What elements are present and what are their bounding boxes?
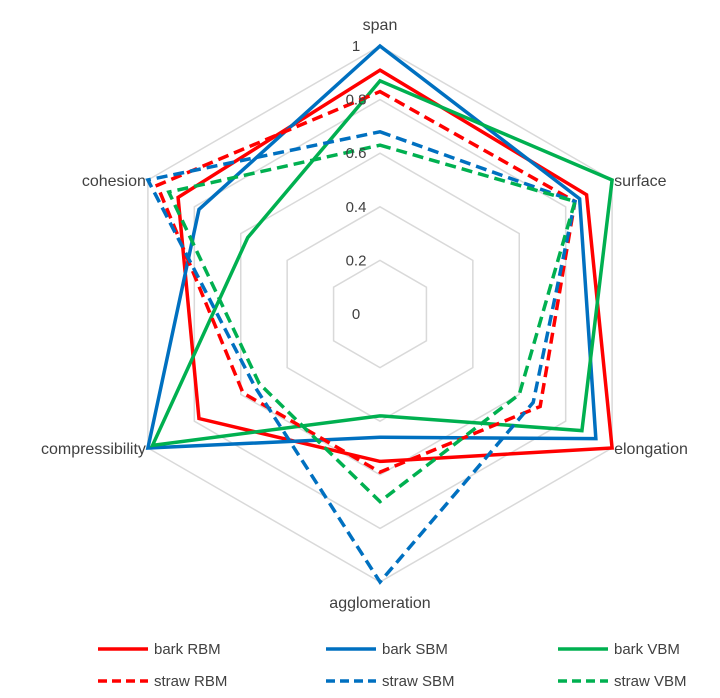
- axis-labels: span surface elongation agglomeration compre…: [41, 17, 688, 612]
- axis-label-agglomeration: agglomeration: [329, 595, 430, 612]
- legend-label: straw VBM: [614, 673, 687, 690]
- tick-label: 0.4: [346, 199, 367, 216]
- axis-label-surface: surface: [614, 173, 667, 190]
- tick-label: 0.6: [346, 145, 367, 162]
- legend-label: bark RBM: [154, 641, 221, 658]
- tick-label: 0.8: [346, 92, 367, 109]
- radar-series: [145, 43, 615, 585]
- series-bark-rbm: [176, 68, 615, 464]
- legend-label: bark SBM: [382, 641, 448, 658]
- grid-ring: [193, 98, 567, 530]
- legend-label: straw SBM: [382, 673, 455, 690]
- axis-label-cohesion: cohesion: [82, 173, 146, 190]
- legend-label: bark VBM: [614, 641, 680, 658]
- series-straw-sbm: [145, 129, 577, 585]
- grid-ring: [239, 152, 521, 476]
- tick-label: 0.2: [346, 252, 367, 269]
- axis-label-compressibility: compressibility: [41, 441, 146, 458]
- legend-label: straw RBM: [154, 673, 227, 690]
- series-bark-vbm: [149, 78, 614, 448]
- series-bark-sbm: [145, 43, 598, 450]
- tick-labels: 0 0.2 0.4 0.6 0.8 1: [346, 38, 367, 323]
- grid-ring: [286, 205, 474, 423]
- grid-ring: [332, 259, 428, 369]
- series-straw-vbm: [166, 143, 578, 504]
- axis-label-span: span: [363, 17, 398, 34]
- legend: bark RBM bark SBM bark VBM straw RBM straw S…: [98, 641, 687, 690]
- tick-label: 1: [352, 38, 360, 55]
- tick-label: 0: [352, 306, 360, 323]
- axis-label-elongation: elongation: [614, 441, 688, 458]
